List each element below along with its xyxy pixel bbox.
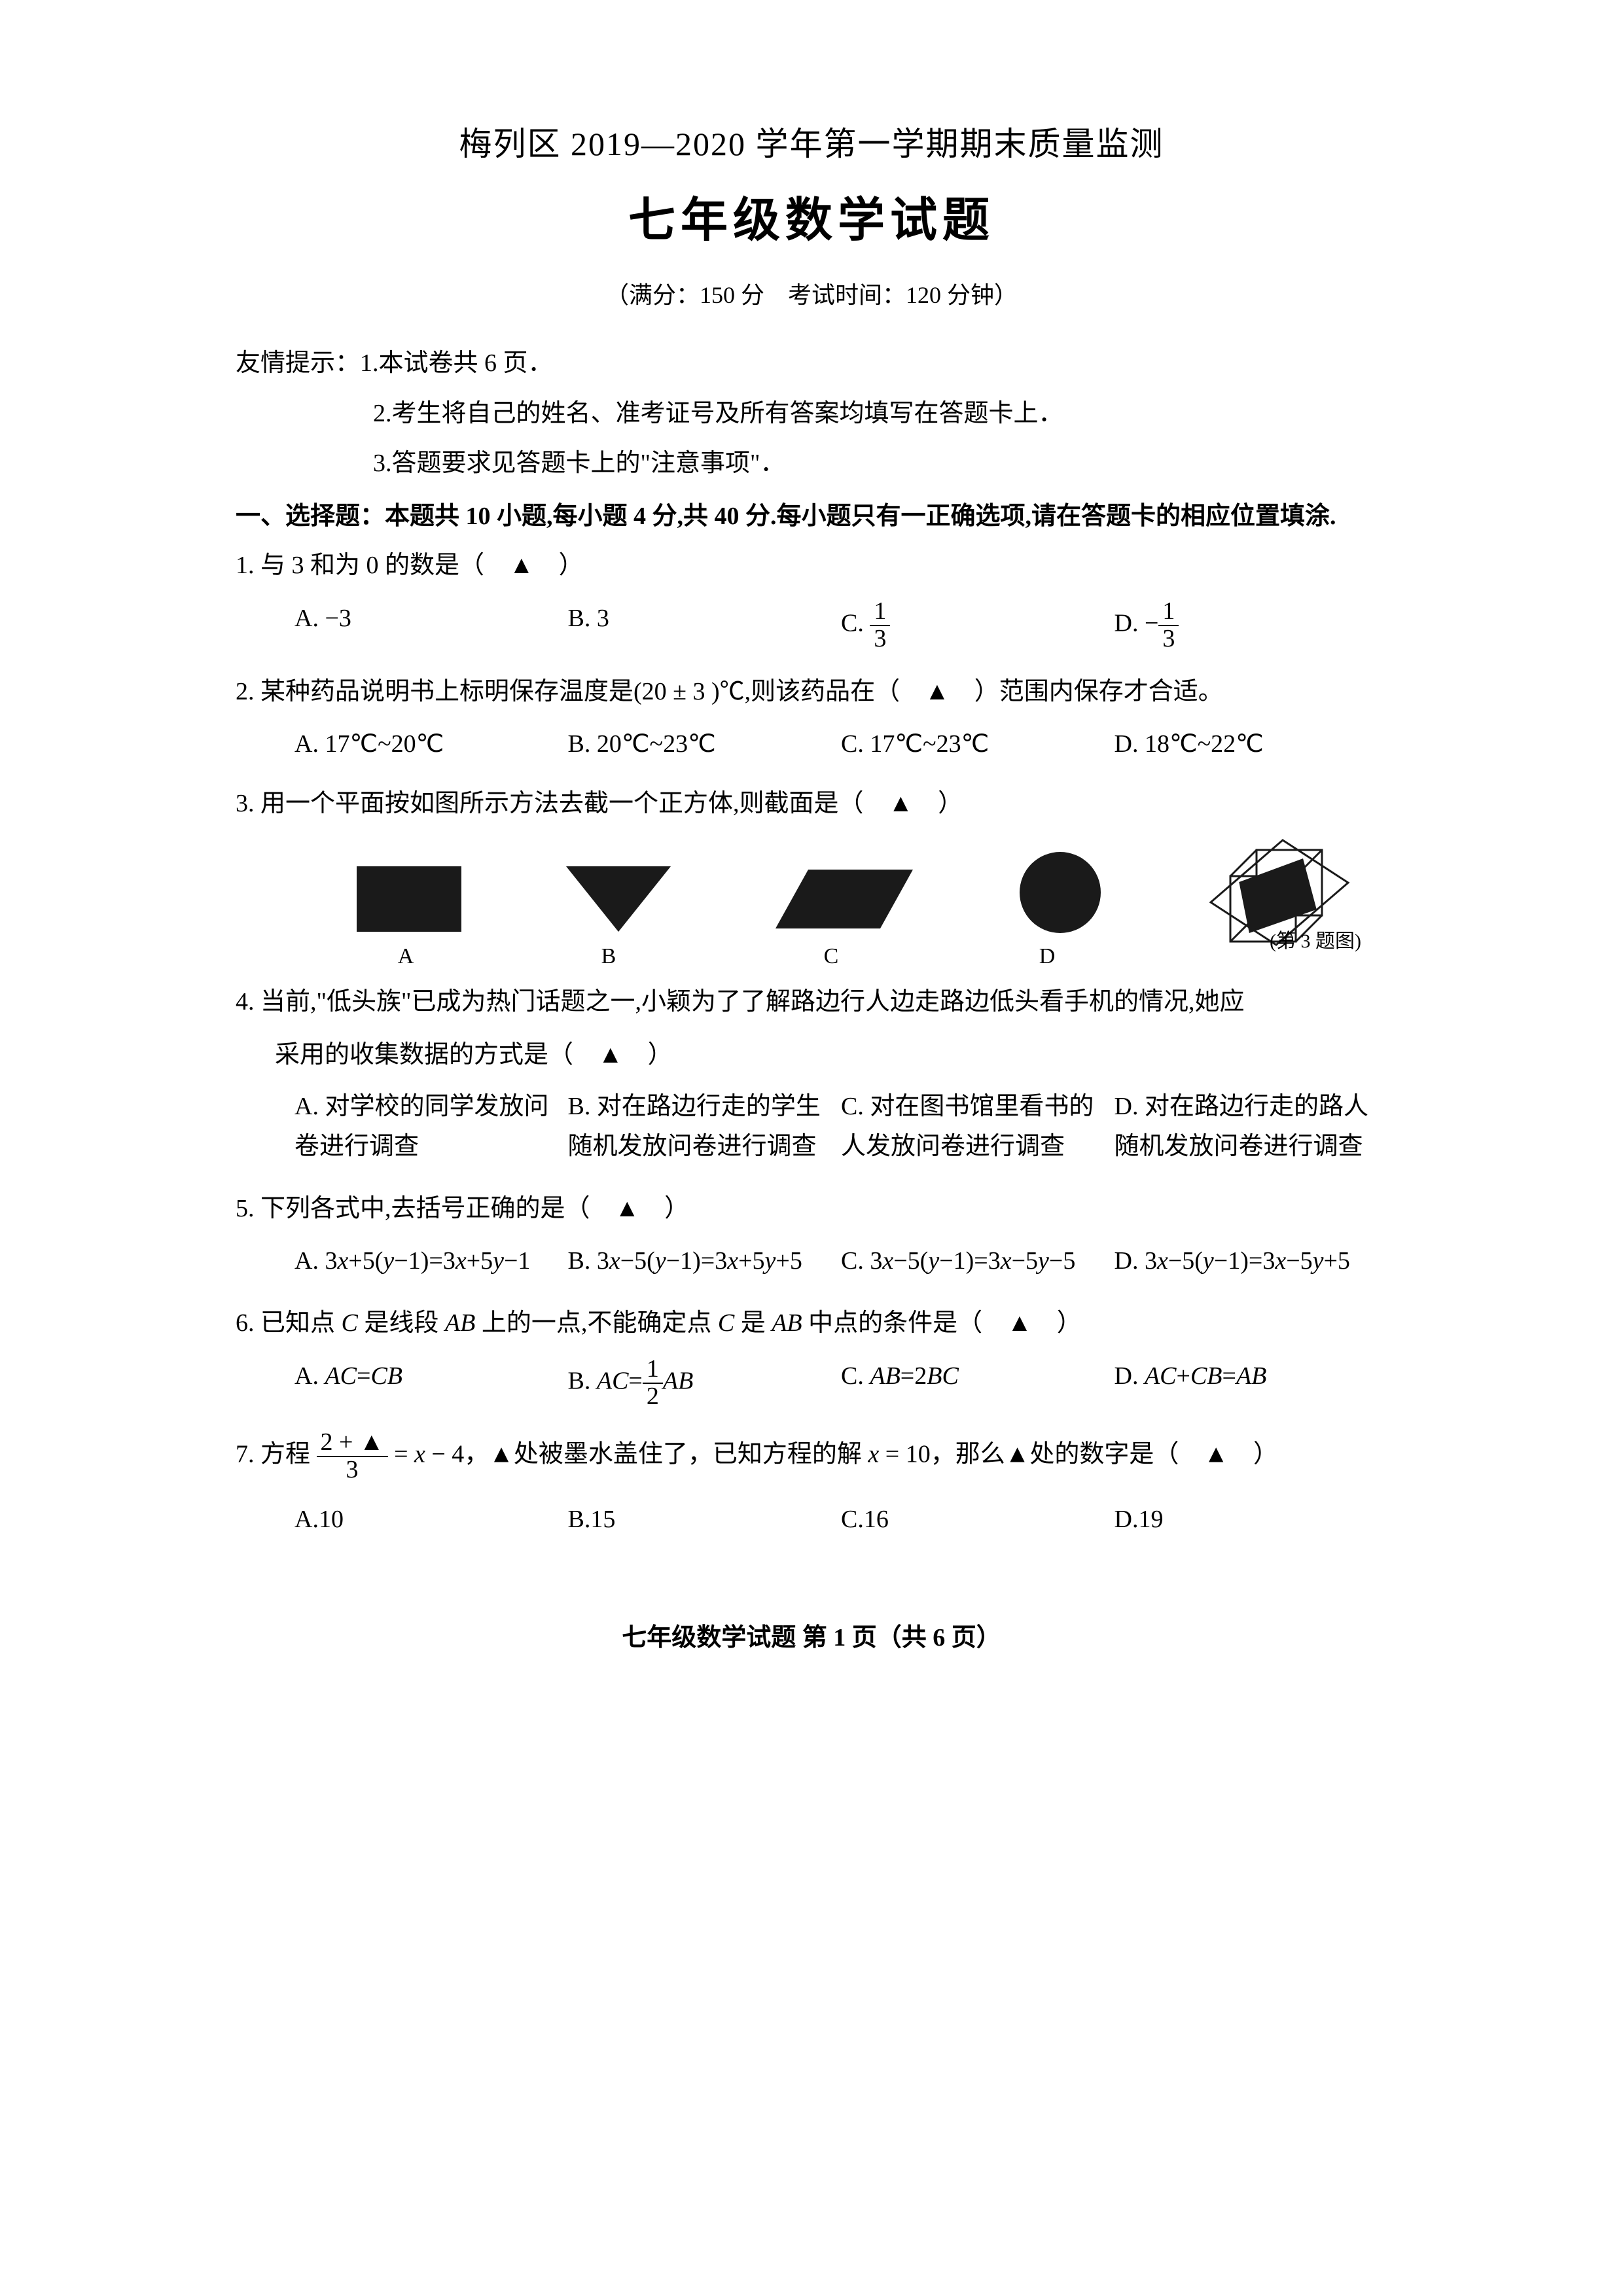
question-6: 6. 已知点 C 是线段 AB 上的一点,不能确定点 C 是 AB 中点的条件是… (236, 1303, 1387, 1410)
tip-2: 2.考生将自己的姓名、准考证号及所有答案均填写在答题卡上． (236, 394, 1387, 434)
q2-stem: 2. 某种药品说明书上标明保存温度是(20 ± 3 )℃,则该药品在（ ▲ ）范… (236, 672, 1387, 712)
q3-label-b: B (556, 939, 661, 974)
section-1-heading: 一、选择题：本题共 10 小题,每小题 4 分,共 40 分.每小题只有一正确选… (236, 497, 1387, 537)
tips-block: 友情提示：1.本试卷共 6 页． 2.考生将自己的姓名、准考证号及所有答案均填写… (236, 344, 1387, 484)
question-1: 1. 与 3 和为 0 的数是（ ▲ ） A. −3 B. 3 C. 13 D.… (236, 546, 1387, 652)
fraction-icon: 2 + ▲3 (317, 1430, 388, 1483)
q4-opt-d: D. 对在路边行走的路人随机发放问卷进行调查 (1115, 1087, 1388, 1167)
q1-d-prefix: D. − (1115, 609, 1159, 637)
q2-opt-d: D. 18℃~22℃ (1115, 724, 1388, 764)
q5-opt-b: B. 3x−5(y−1)=3x+5y+5 (568, 1241, 842, 1281)
q3-label-c: C (759, 939, 903, 974)
q5-opt-c: C. 3x−5(y−1)=3x−5y−5 (841, 1241, 1115, 1281)
q7-stem: 7. 方程 2 + ▲3 = x − 4，▲处被墨水盖住了，已知方程的解 x =… (236, 1430, 1387, 1483)
q7-opt-a: A.10 (294, 1500, 568, 1540)
square-icon (353, 863, 465, 935)
q1-opt-c: C. 13 (841, 599, 1115, 652)
q5-stem: 5. 下列各式中,去括号正确的是（ ▲ ） (236, 1189, 1387, 1229)
q6-opt-d: D. AC+CB=AB (1115, 1356, 1388, 1410)
q4-stem-2: 采用的收集数据的方式是（ ▲ ） (236, 1035, 1387, 1075)
q6-opt-a: A. AC=CB (294, 1356, 568, 1410)
q3-shapes-row: (第 3 题图) (236, 837, 1387, 935)
q5-opt-a: A. 3x+5(y−1)=3x+5y−1 (294, 1241, 568, 1281)
q1-c-prefix: C. (841, 609, 870, 637)
q6-opt-c: C. AB=2BC (841, 1356, 1115, 1410)
q4-opt-a: A. 对学校的同学发放问卷进行调查 (294, 1087, 568, 1167)
q7-opt-d: D.19 (1115, 1500, 1388, 1540)
q4-stem-1: 4. 当前,"低头族"已成为热门话题之一,小颖为了了解路边行人边走路边低头看手机… (236, 982, 1387, 1022)
q6-stem: 6. 已知点 C 是线段 AB 上的一点,不能确定点 C 是 AB 中点的条件是… (236, 1303, 1387, 1343)
q1-opt-a: A. −3 (294, 599, 568, 652)
q5-opt-d: D. 3x−5(y−1)=3x−5y+5 (1115, 1241, 1388, 1281)
page-footer: 七年级数学试题 第 1 页（共 6 页） (236, 1618, 1387, 1658)
fraction-icon: 13 (870, 599, 890, 652)
tip-1: 友情提示：1.本试卷共 6 页． (236, 344, 1387, 383)
exam-title: 七年级数学试题 (236, 183, 1387, 258)
question-4: 4. 当前,"低头族"已成为热门话题之一,小颖为了了解路边行人边走路边低头看手机… (236, 982, 1387, 1180)
q1-opt-b: B. 3 (568, 599, 842, 652)
fraction-icon: 12 (643, 1356, 663, 1410)
q7-opt-c: C.16 (841, 1500, 1115, 1540)
q3-label-d: D (1001, 939, 1093, 974)
q3-labels: A B C D (236, 939, 1387, 974)
question-5: 5. 下列各式中,去括号正确的是（ ▲ ） A. 3x+5(y−1)=3x+5y… (236, 1189, 1387, 1296)
question-3: 3. 用一个平面按如图所示方法去截一个正方体,则截面是（ ▲ ） (第 3 题图… (236, 784, 1387, 974)
q4-opt-b: B. 对在路边行走的学生随机发放问卷进行调查 (568, 1087, 842, 1167)
q3-stem: 3. 用一个平面按如图所示方法去截一个正方体,则截面是（ ▲ ） (236, 784, 1387, 824)
circle-icon (1014, 850, 1106, 935)
q6-opt-b: B. AC=12AB (568, 1356, 842, 1410)
q2-opt-a: A. 17℃~20℃ (294, 724, 568, 764)
q4-opt-c: C. 对在图书馆里看书的人发放问卷进行调查 (841, 1087, 1115, 1167)
tip-3: 3.答题要求见答题卡上的"注意事项"． (236, 444, 1387, 484)
parallelogram-icon (772, 863, 916, 935)
q2-opt-c: C. 17℃~23℃ (841, 724, 1115, 764)
question-2: 2. 某种药品说明书上标明保存温度是(20 ± 3 )℃,则该药品在（ ▲ ）范… (236, 672, 1387, 765)
exam-header-line1: 梅列区 2019—2020 学年第一学期期末质量监测 (236, 118, 1387, 170)
q3-label-a: A (353, 939, 458, 974)
q1-opt-d: D. −13 (1115, 599, 1388, 652)
triangle-icon (563, 863, 674, 935)
q1-stem: 1. 与 3 和为 0 的数是（ ▲ ） (236, 546, 1387, 586)
q7-opt-b: B.15 (568, 1500, 842, 1540)
exam-meta: （满分：150 分 考试时间：120 分钟） (236, 277, 1387, 315)
question-7: 7. 方程 2 + ▲3 = x − 4，▲处被墨水盖住了，已知方程的解 x =… (236, 1430, 1387, 1540)
q2-opt-b: B. 20℃~23℃ (568, 724, 842, 764)
fraction-icon: 13 (1158, 599, 1179, 652)
